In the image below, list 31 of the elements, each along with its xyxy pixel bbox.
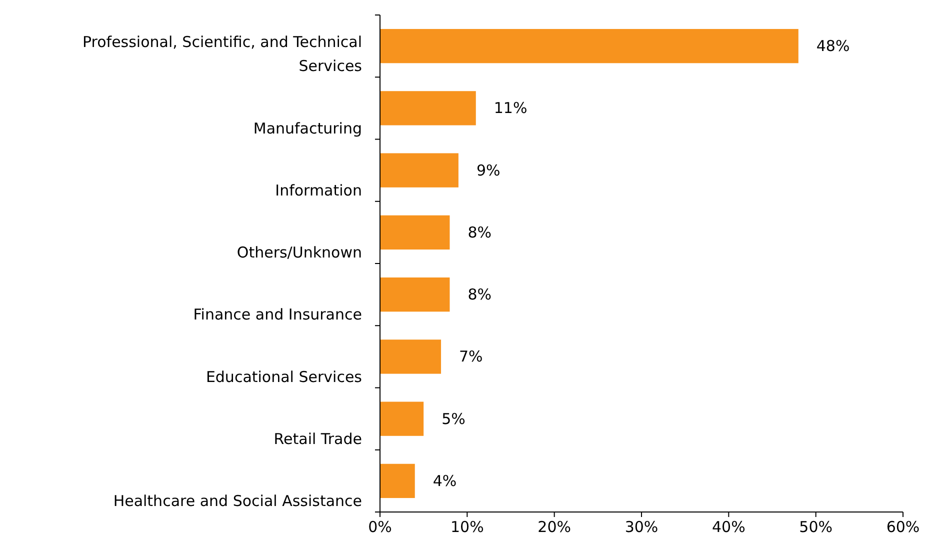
data-label: 4% bbox=[432, 472, 457, 490]
y-tick-label: Others/Unknown bbox=[236, 244, 362, 262]
y-tick-label: Manufacturing bbox=[253, 119, 362, 138]
data-label: 48% bbox=[816, 37, 850, 56]
data-label: 8% bbox=[468, 223, 492, 242]
x-tick-label: 60% bbox=[886, 518, 920, 536]
x-tick-label: 40% bbox=[712, 518, 746, 536]
bar bbox=[380, 91, 476, 126]
data-label: 8% bbox=[468, 286, 492, 304]
x-tick-label: 10% bbox=[450, 518, 484, 536]
bar bbox=[380, 215, 450, 250]
data-label: 11% bbox=[494, 99, 528, 118]
x-tick-label: 0% bbox=[368, 518, 392, 536]
bar bbox=[380, 464, 415, 498]
bar bbox=[380, 277, 450, 312]
bar bbox=[380, 402, 424, 436]
bar bbox=[380, 340, 442, 374]
y-tick-label: Healthcare and Social Assistance bbox=[113, 492, 362, 510]
x-tick-label: 50% bbox=[799, 518, 833, 536]
y-tick-label: Educational Services bbox=[206, 368, 362, 386]
y-tick-label: Information bbox=[275, 181, 362, 200]
y-tick-label: Retail Trade bbox=[274, 430, 362, 448]
y-tick-label: Finance and Insurance bbox=[193, 306, 362, 324]
x-tick-label: 20% bbox=[538, 518, 572, 536]
bar bbox=[380, 153, 458, 188]
data-label: 7% bbox=[459, 348, 483, 366]
data-label: 9% bbox=[476, 161, 500, 180]
bar bbox=[380, 28, 798, 64]
y-tick-label: Professional, Scientific, and Technical Services bbox=[82, 33, 362, 76]
data-label: 5% bbox=[442, 410, 466, 428]
x-tick-label: 30% bbox=[624, 518, 658, 536]
